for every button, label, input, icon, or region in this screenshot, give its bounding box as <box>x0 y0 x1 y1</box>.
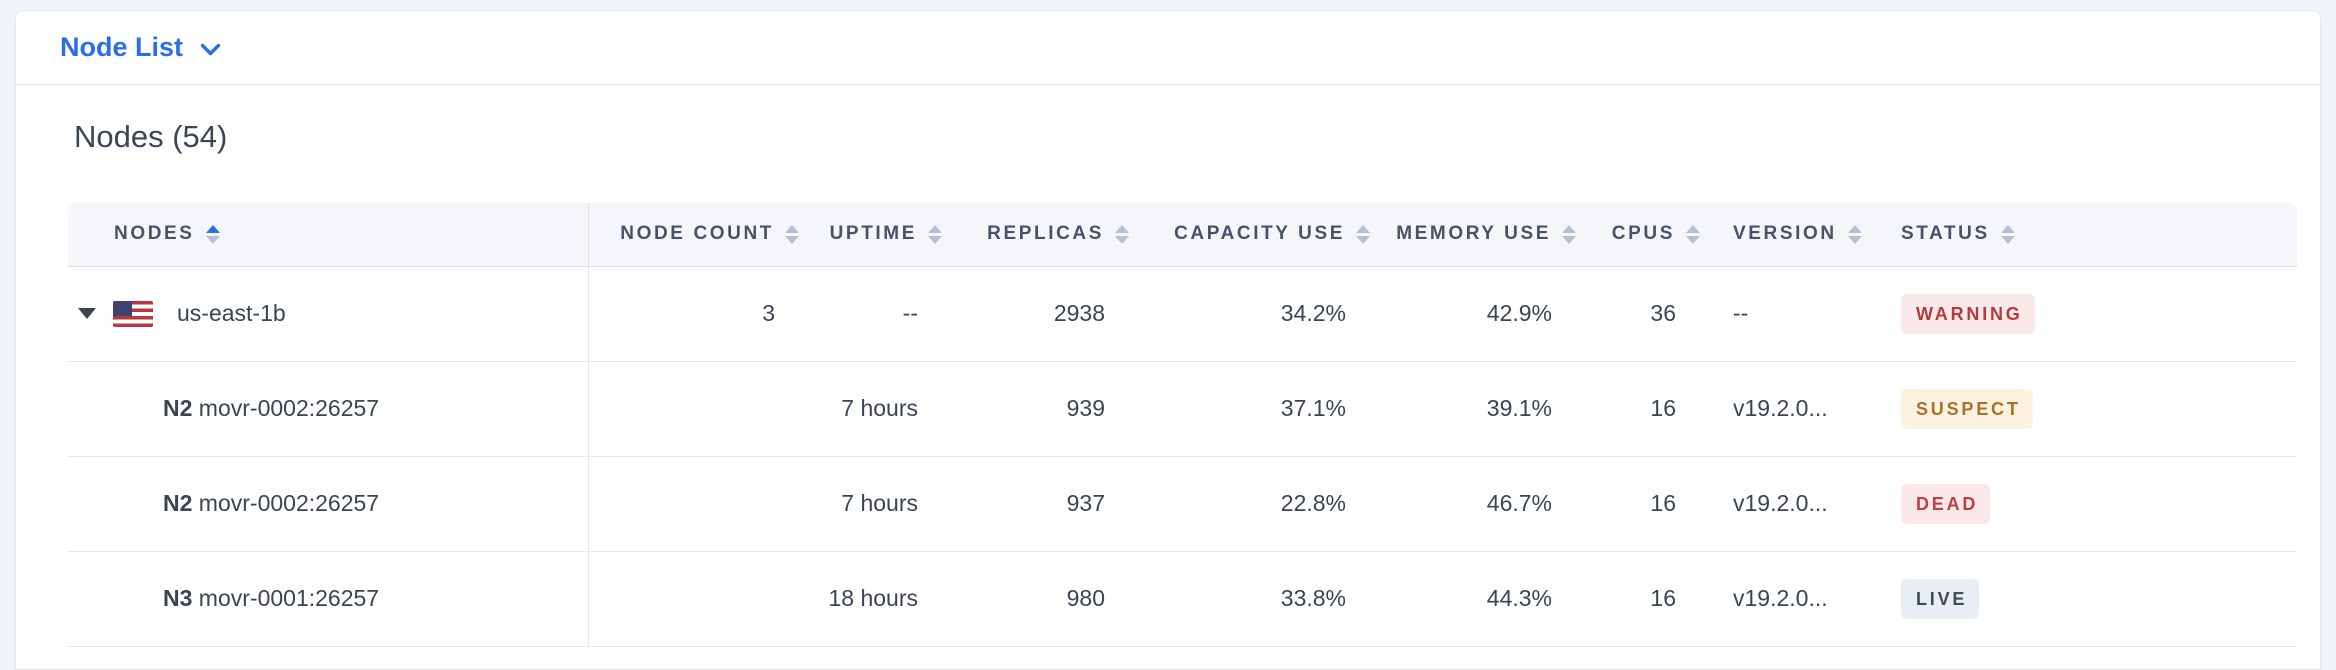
cell-node_count: 3 <box>588 266 811 362</box>
cell-version: v19.2.0... <box>1712 456 1880 552</box>
column-header-node_count[interactable]: NODE COUNT <box>588 203 811 267</box>
cell-uptime: -- <box>811 266 954 362</box>
column-header-status[interactable]: STATUS <box>1880 203 2297 267</box>
cell-node_count <box>588 361 811 457</box>
node-address: movr-0002:26257 <box>198 490 380 516</box>
column-header-memory_use[interactable]: MEMORY USE <box>1382 203 1588 267</box>
cell-capacity_use: 37.1% <box>1141 361 1382 457</box>
node-name-cell[interactable]: N2 movr-0002:26257 <box>68 395 588 422</box>
sort-arrows-icon <box>928 224 942 244</box>
cell-replicas: 2938 <box>954 266 1141 362</box>
chevron-down-icon <box>200 43 221 55</box>
nodes-table-body: us-east-1b 3 -- 2938 34.2% 42.9% 36 -- WARNING N2… <box>68 266 2297 647</box>
cell-memory_use: 44.3% <box>1382 551 1588 647</box>
cell-replicas: 937 <box>954 456 1141 552</box>
column-header-uptime[interactable]: UPTIME <box>811 203 954 267</box>
page-title-dropdown[interactable]: Node List <box>60 32 221 63</box>
cell-memory_use: 42.9% <box>1382 266 1588 362</box>
cell-capacity_use: 22.8% <box>1141 456 1382 552</box>
status-badge: DEAD <box>1901 483 1991 524</box>
column-label: VERSION <box>1733 223 1837 245</box>
us-flag-icon <box>113 300 153 327</box>
table-header-row: NODES NODE COUNT UPTIME REPLICAS CAPACITY US… <box>68 203 2297 267</box>
cell-version: -- <box>1712 266 1880 362</box>
node-id: N2 <box>163 395 193 421</box>
cell-capacity_use: 34.2% <box>1141 266 1382 362</box>
page-title: Node List <box>60 32 184 62</box>
column-label: REPLICAS <box>987 223 1104 245</box>
cell-uptime: 7 hours <box>811 456 954 552</box>
sort-arrows-icon <box>205 224 220 244</box>
collapse-caret-icon[interactable] <box>78 308 96 319</box>
node-id: N2 <box>163 490 193 516</box>
status-badge: SUSPECT <box>1901 388 2033 429</box>
node-name-cell[interactable]: N2 movr-0002:26257 <box>68 490 588 517</box>
node-address: movr-0001:26257 <box>198 585 380 611</box>
node-id: N3 <box>163 585 193 611</box>
cell-version: v19.2.0... <box>1712 551 1880 647</box>
column-header-capacity_use[interactable]: CAPACITY USE <box>1141 203 1382 267</box>
sort-arrows-icon <box>1847 224 1862 244</box>
cell-cpus: 36 <box>1588 266 1712 362</box>
column-label: CAPACITY USE <box>1174 223 1345 245</box>
cell-memory_use: 46.7% <box>1382 456 1588 552</box>
nodes-table: NODES NODE COUNT UPTIME REPLICAS CAPACITY US… <box>68 203 2297 647</box>
cell-memory_use: 39.1% <box>1382 361 1588 457</box>
node-name-cell[interactable]: N3 movr-0001:26257 <box>68 585 588 612</box>
node-address: movr-0002:26257 <box>198 395 380 421</box>
region-cell[interactable]: us-east-1b <box>68 300 588 327</box>
sort-arrows-icon <box>1356 224 1370 244</box>
sort-arrows-icon <box>2000 224 2015 244</box>
cell-replicas: 980 <box>954 551 1141 647</box>
cell-version: v19.2.0... <box>1712 361 1880 457</box>
column-label: STATUS <box>1901 223 1990 245</box>
sort-arrows-icon <box>1115 224 1129 244</box>
column-header-replicas[interactable]: REPLICAS <box>954 203 1141 267</box>
column-header-cpus[interactable]: CPUS <box>1588 203 1712 267</box>
node-list-card: Node List Nodes (54) NODES NODE COUNT UPTI… <box>15 10 2321 670</box>
column-label: NODE COUNT <box>620 223 774 245</box>
card-header: Node List <box>16 11 2320 85</box>
column-header-nodes[interactable]: NODES <box>68 203 589 267</box>
cell-cpus: 16 <box>1588 456 1712 552</box>
sort-arrows-icon <box>1686 224 1700 244</box>
cell-capacity_use: 33.8% <box>1141 551 1382 647</box>
region-name: us-east-1b <box>177 300 286 326</box>
cell-cpus: 16 <box>1588 361 1712 457</box>
cell-replicas: 939 <box>954 361 1141 457</box>
cell-node_count <box>588 456 811 552</box>
cell-uptime: 18 hours <box>811 551 954 647</box>
column-label: MEMORY USE <box>1396 223 1551 245</box>
cell-uptime: 7 hours <box>811 361 954 457</box>
nodes-count-heading: Nodes (54) <box>74 119 228 154</box>
column-header-version[interactable]: VERSION <box>1712 203 1880 267</box>
sort-arrows-icon <box>785 224 799 244</box>
node-row[interactable]: N3 movr-0001:26257 18 hours 980 33.8% 44.3% 1… <box>68 551 2297 647</box>
sort-arrows-icon <box>1562 224 1576 244</box>
cell-cpus: 16 <box>1588 551 1712 647</box>
column-label: CPUS <box>1611 223 1675 245</box>
region-row[interactable]: us-east-1b 3 -- 2938 34.2% 42.9% 36 -- WARNING <box>68 266 2297 362</box>
status-badge: WARNING <box>1901 293 2035 334</box>
column-label: NODES <box>114 223 195 245</box>
column-label: UPTIME <box>829 223 917 245</box>
node-row[interactable]: N2 movr-0002:26257 7 hours 939 37.1% 39.1% 16… <box>68 361 2297 457</box>
node-row[interactable]: N2 movr-0002:26257 7 hours 937 22.8% 46.7% 16… <box>68 456 2297 552</box>
cell-node_count <box>588 551 811 647</box>
status-badge: LIVE <box>1901 578 1980 619</box>
